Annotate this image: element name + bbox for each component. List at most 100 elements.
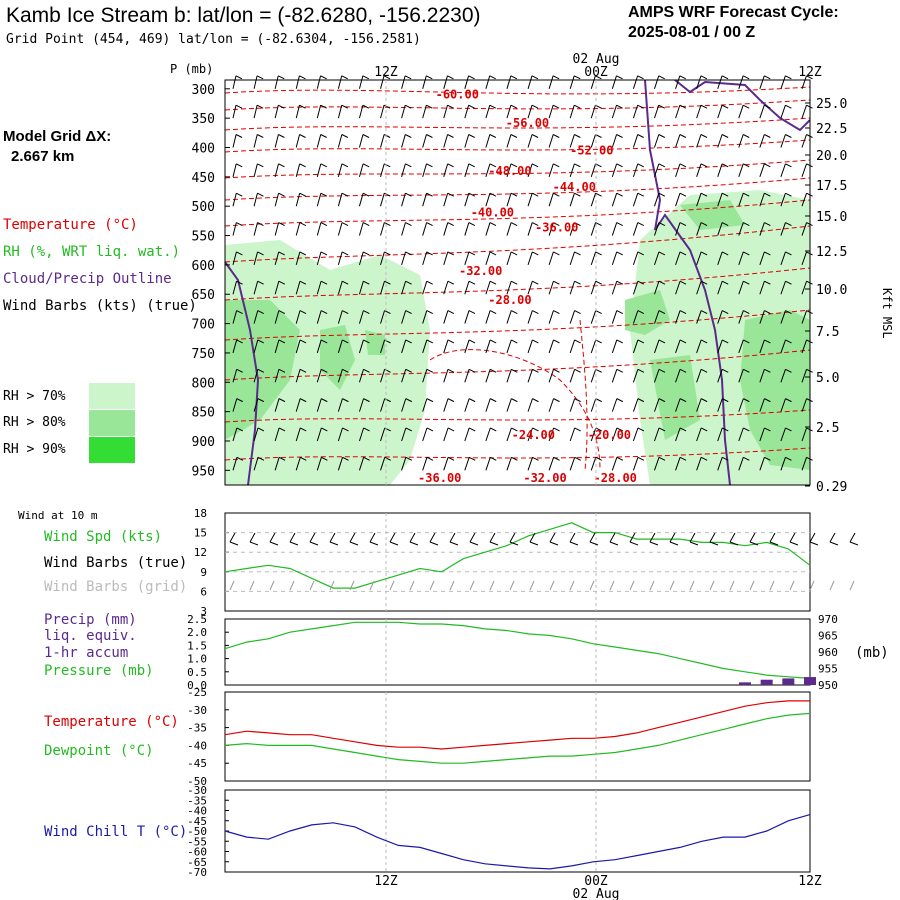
wind10m-grid-barb <box>389 580 395 591</box>
wind10m-barb <box>669 541 679 546</box>
wind-barb <box>363 339 370 344</box>
wind-barb <box>679 75 687 80</box>
wind-barb <box>764 310 771 315</box>
legend-temperature: Temperature (°C) <box>3 217 138 233</box>
isotherm-line <box>224 86 811 95</box>
wind-barb <box>574 280 581 285</box>
wind-barb <box>654 104 660 119</box>
wind-barb <box>341 280 349 285</box>
wind-barb <box>717 134 723 148</box>
wind-barb <box>443 398 449 412</box>
wind-barb <box>485 163 491 177</box>
wind-barb <box>759 134 765 148</box>
wind-barb <box>380 339 386 354</box>
wind-barb <box>722 310 729 315</box>
wind-barb <box>785 310 792 315</box>
wind10m-grid-barb <box>309 580 315 591</box>
wind10m-barb <box>549 532 556 543</box>
wind-barb <box>510 104 518 109</box>
wind10m-barb <box>769 532 776 543</box>
rh80-swatch <box>89 410 135 436</box>
wind-barb <box>274 222 280 236</box>
wind10m-barb <box>429 532 436 543</box>
wind-barb <box>320 163 328 168</box>
wind-barb <box>274 163 279 177</box>
panel-tick-label: -50 <box>187 775 207 788</box>
wind-barb <box>616 310 623 315</box>
wind-barb <box>675 193 681 207</box>
wind-barb <box>785 398 792 403</box>
wind-barb <box>722 456 729 461</box>
time-label-top: 12Z <box>374 65 398 80</box>
wind-barb <box>401 457 407 471</box>
wind-barb <box>464 193 470 207</box>
wind-barb <box>637 251 645 256</box>
wind-barb <box>236 339 243 344</box>
wind-barb <box>380 281 385 295</box>
wind-barb <box>362 104 370 109</box>
wind-barb <box>447 222 454 226</box>
wind-barb <box>764 163 771 168</box>
height-tick-label: 25.0 <box>816 97 847 112</box>
wind10m-barb <box>409 541 419 546</box>
wind10m-grid-barb <box>669 580 675 591</box>
wind-barb <box>632 134 639 148</box>
wind-barb <box>426 104 433 109</box>
wind-barb <box>443 339 449 354</box>
wind10m-grid-barb <box>809 580 815 591</box>
wind-barb <box>447 310 455 315</box>
rh-region <box>225 300 300 440</box>
wind-barb <box>383 163 391 168</box>
wind-barb <box>464 427 470 442</box>
wind-barb <box>320 280 328 285</box>
panel-tick-label: -40 <box>187 805 207 818</box>
wind-barb <box>785 368 792 373</box>
wind-barb <box>236 280 243 285</box>
wind-barb <box>764 398 771 403</box>
wind-barb <box>278 368 286 373</box>
panel-frame <box>224 691 811 782</box>
wind-barb <box>490 427 497 432</box>
wind-barb <box>380 369 386 383</box>
panel-tick-label: 18 <box>194 507 207 520</box>
wind-barb <box>632 281 639 295</box>
wind-barb <box>632 222 639 236</box>
precip-bar <box>782 678 795 685</box>
wind-barb <box>527 163 533 177</box>
wind10m-barb <box>529 532 536 543</box>
wind-barb <box>405 339 412 344</box>
wind-barb <box>299 427 307 432</box>
wind-barb <box>700 368 708 373</box>
wind-barb <box>696 251 702 266</box>
legend-rh80: RH > 80% <box>3 415 66 430</box>
wind-barb <box>358 281 364 295</box>
wind-barb <box>299 339 307 344</box>
wind-barb <box>278 427 286 432</box>
wind-barb <box>616 398 624 403</box>
wind-barb <box>700 398 708 403</box>
wind-barb <box>637 163 644 168</box>
wind-barb <box>278 251 285 256</box>
wind-barb <box>464 339 470 354</box>
isotherm-label: -36.00 <box>535 220 578 234</box>
wind-barb <box>384 251 391 256</box>
wind-barb <box>337 427 343 442</box>
panel-tick-label: 9 <box>200 566 207 579</box>
wind-barb <box>759 369 765 383</box>
wind-barb <box>742 75 750 80</box>
wind-barb <box>426 398 434 403</box>
wind-barb <box>506 134 512 148</box>
time-label-top: 00Z <box>584 65 608 80</box>
wind-barb <box>721 134 729 138</box>
wind-barb <box>422 339 428 354</box>
wind-barb <box>426 163 433 168</box>
wind-barb <box>785 104 792 109</box>
wind-barb <box>489 75 496 80</box>
wind-barb <box>358 398 365 412</box>
wind-barb <box>443 222 449 236</box>
wind-barb <box>253 105 258 119</box>
wind-barb <box>274 105 279 119</box>
wind-barb <box>743 310 750 315</box>
wind-barb <box>654 398 660 412</box>
wind-barb <box>590 281 597 295</box>
